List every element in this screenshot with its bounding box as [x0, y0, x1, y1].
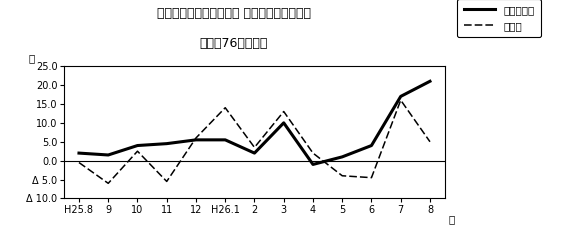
調査産業計 [280, 121, 287, 124]
Line: 製造業: 製造業 [79, 100, 430, 183]
製造業 [134, 150, 141, 153]
製造業 [163, 180, 170, 183]
Legend: 調査産業計, 製造業: 調査産業計, 製造業 [457, 0, 541, 37]
調査産業計 [163, 142, 170, 145]
Text: （規模76人以上）: （規模76人以上） [200, 37, 268, 50]
調査産業計 [309, 163, 316, 166]
製造業 [251, 146, 258, 149]
調査産業計 [251, 152, 258, 155]
製造業 [75, 161, 82, 164]
調査産業計 [339, 155, 346, 158]
調査産業計 [134, 144, 141, 147]
調査産業計 [192, 138, 199, 141]
製造業 [192, 136, 199, 139]
Text: 月: 月 [449, 214, 455, 224]
調査産業計 [75, 152, 82, 155]
製造業 [426, 140, 433, 143]
Text: 第２図　所定外労働時間 対前年同月比の推移: 第２図 所定外労働時間 対前年同月比の推移 [157, 7, 311, 20]
Text: ％: ％ [29, 53, 35, 63]
調査産業計 [368, 144, 375, 147]
製造業 [280, 110, 287, 113]
調査産業計 [397, 95, 404, 98]
製造業 [339, 174, 346, 177]
製造業 [309, 152, 316, 155]
製造業 [105, 182, 112, 185]
調査産業計 [222, 138, 229, 141]
製造業 [397, 99, 404, 102]
調査産業計 [105, 154, 112, 157]
製造業 [368, 176, 375, 179]
調査産業計 [426, 80, 433, 83]
製造業 [222, 106, 229, 109]
Line: 調査産業計: 調査産業計 [79, 81, 430, 164]
